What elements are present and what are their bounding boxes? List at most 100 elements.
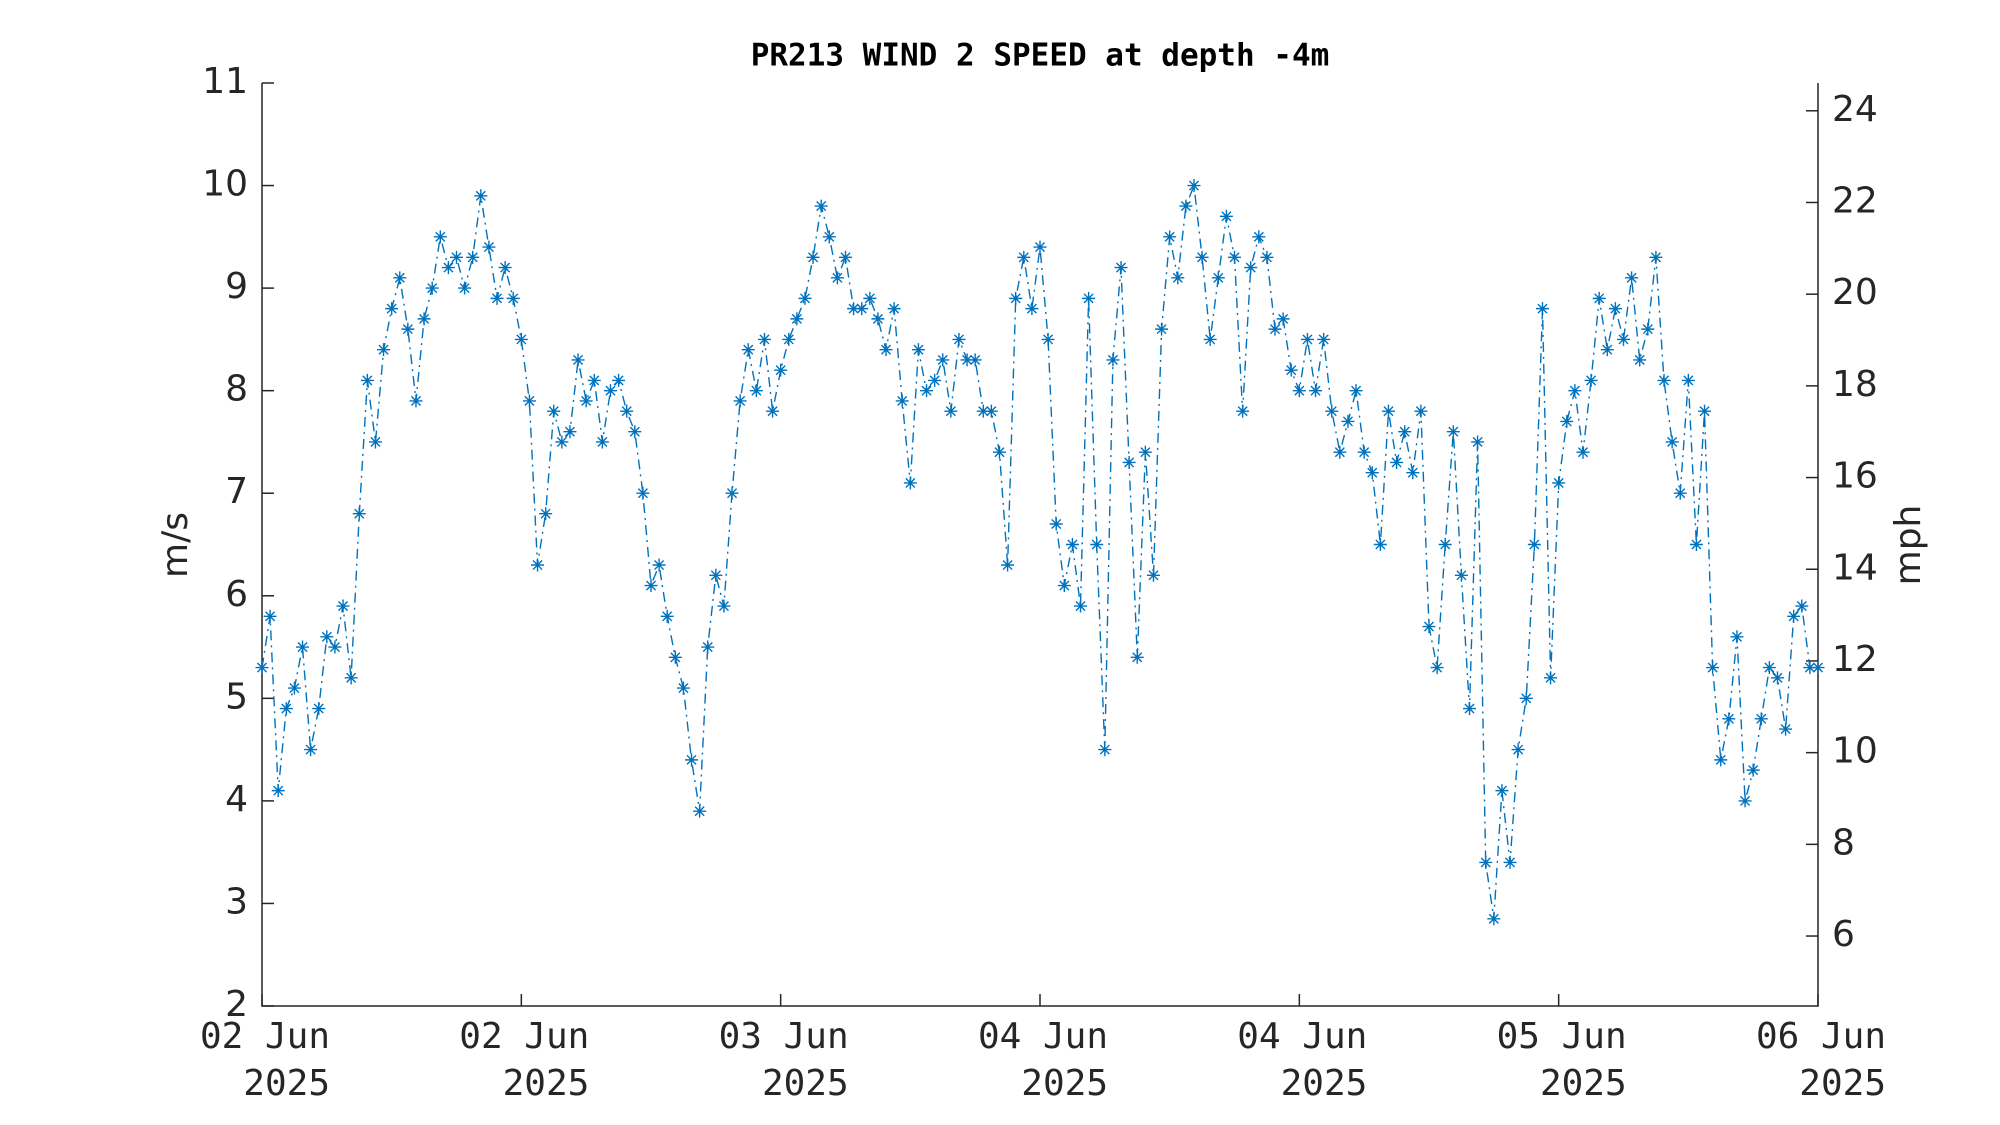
data-point — [1463, 702, 1477, 716]
y-tick-label: 2 — [225, 984, 248, 1025]
data-point — [701, 640, 715, 654]
data-point — [1576, 445, 1590, 459]
data-point — [871, 312, 885, 326]
data-point — [1041, 332, 1055, 346]
data-point — [757, 332, 771, 346]
data-point — [360, 373, 374, 387]
data-point — [1487, 912, 1501, 926]
data-point — [1600, 343, 1614, 357]
data-point — [401, 322, 415, 336]
x-tick-label: 2025 — [762, 1063, 849, 1104]
data-point — [1074, 599, 1088, 613]
data-point — [782, 332, 796, 346]
data-point — [636, 486, 650, 500]
y-tick-label: 8 — [225, 369, 248, 410]
x-tick-label: 2025 — [1540, 1063, 1627, 1104]
data-point — [1082, 291, 1096, 305]
data-point — [1422, 620, 1436, 634]
data-point — [1681, 373, 1695, 387]
data-point — [1146, 568, 1160, 582]
data-point — [1381, 404, 1395, 418]
data-point — [725, 486, 739, 500]
data-point — [1244, 261, 1258, 275]
data-point — [352, 507, 366, 521]
y2-tick-label: 8 — [1832, 822, 1855, 863]
data-point — [1738, 794, 1752, 808]
data-point — [1390, 455, 1404, 469]
data-point — [531, 558, 545, 572]
x-tick-label: 2025 — [1281, 1063, 1368, 1104]
data-point — [1706, 661, 1720, 675]
data-point — [368, 435, 382, 449]
data-point — [1065, 538, 1079, 551]
data-point — [1211, 271, 1225, 285]
x-tick-label: 2025 — [503, 1063, 590, 1104]
data-point — [709, 568, 723, 582]
data-point — [1333, 445, 1347, 459]
data-point — [539, 507, 553, 521]
data-point — [1730, 630, 1744, 644]
data-point — [304, 743, 318, 757]
data-point — [1657, 373, 1671, 387]
data-point — [1090, 538, 1104, 551]
data-point — [790, 312, 804, 326]
data-point — [1608, 302, 1622, 316]
data-point — [1633, 353, 1647, 367]
data-point — [393, 271, 407, 285]
data-point — [1503, 855, 1517, 869]
y2-tick-label: 20 — [1832, 272, 1878, 313]
data-point — [830, 271, 844, 285]
data-point — [1568, 384, 1582, 398]
x-tick-label: 2025 — [1021, 1063, 1108, 1104]
y-tick-label: 5 — [225, 676, 248, 717]
data-point — [879, 343, 893, 357]
data-point — [1138, 445, 1152, 459]
data-point — [263, 609, 277, 623]
y2-tick-label: 22 — [1832, 180, 1878, 221]
data-point — [1203, 332, 1217, 346]
data-point — [1584, 373, 1598, 387]
data-point — [1130, 650, 1144, 664]
data-point — [984, 404, 998, 418]
data-point — [1414, 404, 1428, 418]
data-point — [620, 404, 634, 418]
data-point — [612, 373, 626, 387]
data-point — [1535, 302, 1549, 316]
y2-tick-label: 14 — [1832, 547, 1878, 588]
data-point — [1511, 743, 1525, 757]
data-point — [563, 425, 577, 439]
axes-frame — [261, 83, 1819, 1007]
y2-tick-label: 24 — [1832, 89, 1878, 130]
data-point — [936, 353, 950, 367]
data-point — [628, 425, 642, 439]
y2-tick-label: 6 — [1832, 914, 1855, 955]
data-point — [717, 599, 731, 613]
data-point — [1357, 445, 1371, 459]
data-point — [506, 291, 520, 305]
data-point — [693, 804, 707, 818]
data-point — [839, 250, 852, 264]
data-point — [766, 404, 780, 418]
data-point — [1495, 784, 1509, 798]
data-point — [1057, 579, 1071, 593]
data-point — [1309, 384, 1323, 398]
data-point — [498, 261, 512, 275]
chart-title: PR213 WIND 2 SPEED at depth -4m — [751, 38, 1330, 74]
data-point — [1163, 230, 1177, 244]
data-point — [458, 281, 472, 295]
data-point — [774, 363, 788, 377]
data-point — [1179, 199, 1193, 213]
data-point — [887, 302, 901, 316]
y2-tick-label: 12 — [1832, 639, 1878, 680]
data-point — [1122, 455, 1136, 469]
data-point — [855, 302, 869, 316]
data-point — [1770, 671, 1784, 685]
data-point — [1714, 753, 1728, 767]
y2-axis-label: mph — [1888, 505, 1929, 586]
data-point — [1106, 353, 1120, 367]
data-point — [1236, 404, 1250, 418]
data-point — [1406, 466, 1420, 480]
data-point — [312, 702, 326, 716]
data-point — [992, 445, 1006, 459]
